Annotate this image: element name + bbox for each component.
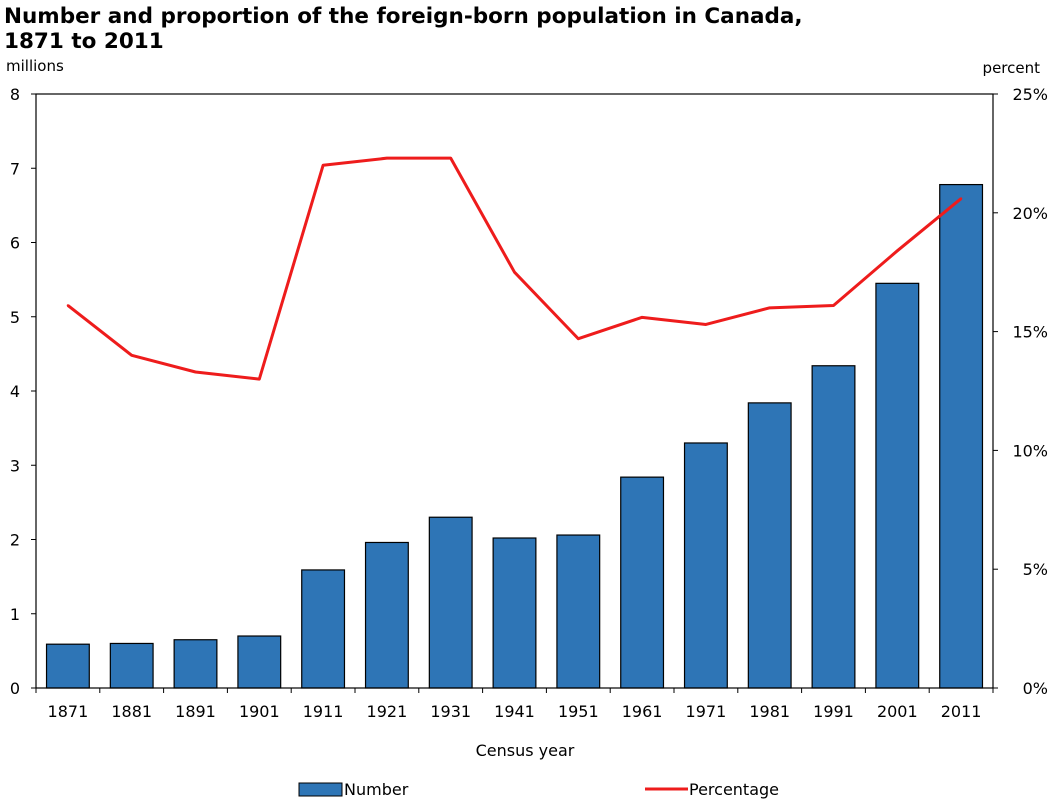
left-tick-label-6: 6 [10,234,20,253]
percentage-point-2001 [896,249,899,253]
bar-number-1931 [428,516,473,689]
x-tick-label-1941: 1941 [494,702,535,721]
bar-number-1961 [620,476,665,689]
percentage-point-1921 [385,156,389,160]
bar-number-1971 [683,442,728,689]
left-tick-label-1: 1 [10,605,20,624]
left-tick-label-4: 4 [10,382,20,401]
bar-number-1941 [492,537,537,689]
bar-number-1991 [811,365,856,689]
bar-number-1921 [364,541,409,689]
right-axis-unit-label: percent [983,59,1041,77]
x-axis-label: Census year [476,741,575,760]
x-tick-label-1901: 1901 [239,702,280,721]
percentage-point-1901 [258,377,261,381]
right-tick-label-5pct: 5% [1023,560,1048,579]
x-tick-label-1961: 1961 [622,702,663,721]
chart-title: Number and proportion of the foreign-bor… [4,4,1044,54]
left-tick-label-8: 8 [10,85,20,104]
x-tick-label-1991: 1991 [813,702,854,721]
percentage-point-1951 [577,337,580,340]
left-tick-label-2: 2 [10,531,20,550]
right-tick-label-25pct: 25% [1012,85,1048,104]
x-tick-label-1881: 1881 [111,702,152,721]
percentage-point-1991 [832,304,835,307]
x-tick-label-1891: 1891 [175,702,216,721]
percentage-line [66,156,963,381]
percentage-point-1971 [704,323,708,326]
percentage-point-1911 [321,164,325,167]
percentage-point-1961 [640,316,644,319]
x-tick-label-1951: 1951 [558,702,599,721]
right-tick-label-15pct: 15% [1012,323,1048,342]
percentage-line-layer [66,156,963,381]
bar-number-1871 [45,643,90,689]
x-tick-label-1911: 1911 [303,702,344,721]
percentage-point-1931 [449,156,452,160]
bar-number-1981 [747,402,792,689]
right-tick-label-0pct: 0% [1023,679,1048,698]
percentage-point-1871 [66,304,70,307]
left-axis-unit-label: millions [6,57,64,75]
bar-number-1881 [109,642,154,689]
left-tick-label-0: 0 [10,679,20,698]
left-tick-label-5: 5 [10,308,20,327]
right-tick-label-10pct: 10% [1012,441,1048,460]
legend-label-number: Number [344,780,409,799]
bar-number-1951 [556,534,601,689]
x-tick-label-2011: 2011 [941,702,982,721]
chart-title-line-2: 1871 to 2011 [4,29,164,54]
percentage-point-1981 [768,306,771,310]
percentage-point-1891 [194,370,197,374]
right-tick-label-20pct: 20% [1012,204,1048,223]
bar-number-1911 [301,569,346,689]
x-tick-label-2001: 2001 [877,702,918,721]
left-axis: 0 1 2 3 4 5 6 7 8 [10,85,36,698]
right-axis: 0% 5% 10% 15% 20% 25% [993,85,1048,698]
bars-layer [45,183,984,689]
percentage-point-1881 [130,354,133,357]
x-tick-label-1981: 1981 [749,702,790,721]
bar-number-1901 [237,635,282,689]
chart-title-line-1: Number and proportion of the foreign-bor… [4,4,803,29]
x-axis: 1871 1881 1891 1901 1911 1921 1931 1941 1951 1961… [35,688,994,721]
x-tick-label-1871: 1871 [48,702,89,721]
legend-label-percentage: Percentage [689,780,779,799]
left-tick-label-3: 3 [10,456,20,475]
bar-number-2011 [939,183,984,689]
x-tick-label-1921: 1921 [367,702,408,721]
x-tick-label-1931: 1931 [430,702,471,721]
legend: Number Percentage [298,780,779,799]
percentage-point-2011 [959,197,963,200]
percentage-point-1941 [513,271,516,274]
left-tick-label-7: 7 [10,159,20,178]
bar-number-2001 [875,282,920,689]
x-tick-label-1971: 1971 [686,702,727,721]
bar-number-1891 [173,639,218,689]
legend-swatch-number [298,782,343,797]
